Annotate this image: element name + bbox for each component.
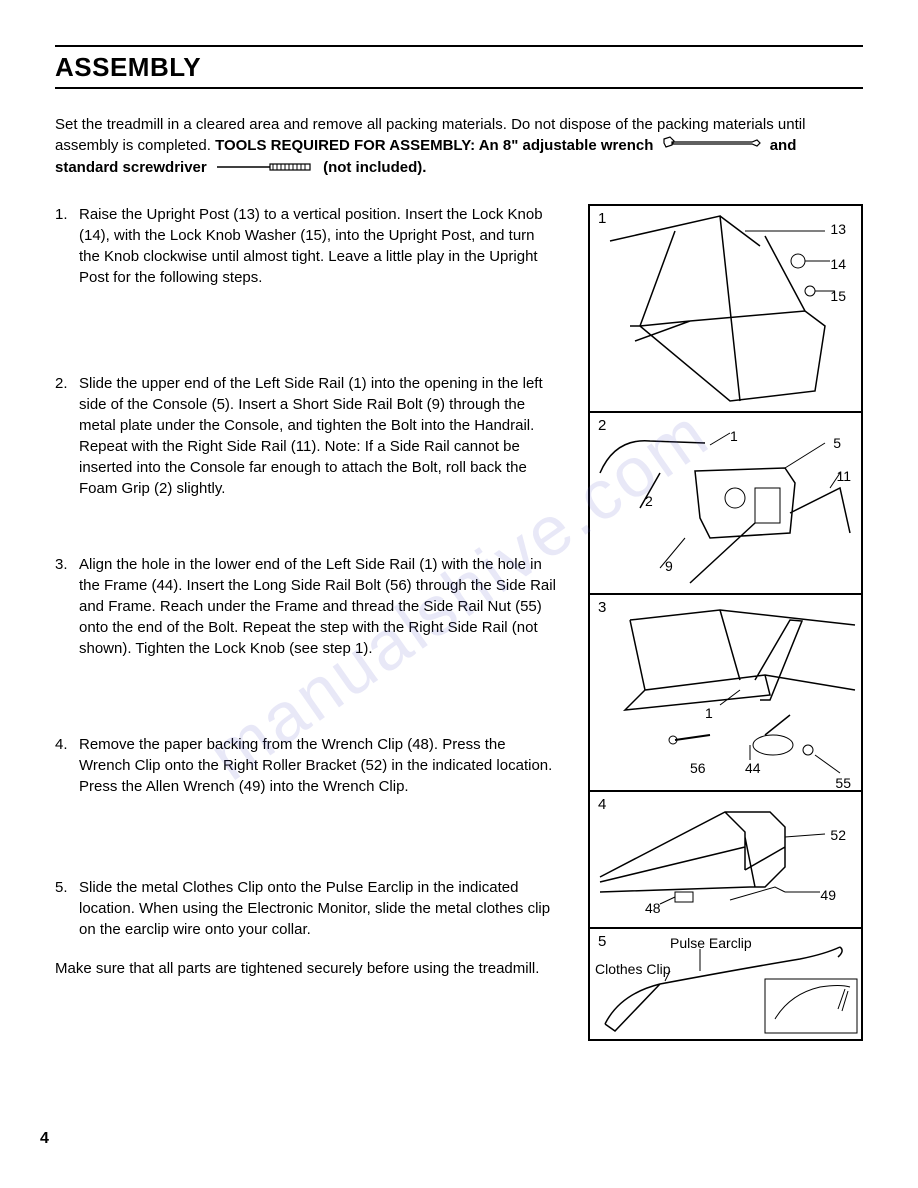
diagram-3: 3 1 56 44 55 xyxy=(588,593,863,792)
step-num: 1. xyxy=(55,204,79,288)
step-num: 3. xyxy=(55,554,79,659)
step-2: 2. Slide the upper end of the Left Side … xyxy=(55,373,558,499)
diag-label: 55 xyxy=(835,775,851,791)
wrench-icon xyxy=(662,135,762,157)
page-title: ASSEMBLY xyxy=(55,52,863,89)
step-num: 5. xyxy=(55,877,79,940)
diagram-4: 4 52 49 48 xyxy=(588,790,863,929)
step-text: Slide the upper end of the Left Side Rai… xyxy=(79,373,558,499)
diag-label: 14 xyxy=(830,256,846,272)
screwdriver-icon xyxy=(215,158,315,179)
step-text: Remove the paper backing from the Wrench… xyxy=(79,734,558,797)
diag-label: 1 xyxy=(730,428,738,444)
step-text: Slide the metal Clothes Clip onto the Pu… xyxy=(79,877,558,940)
diag-label: 9 xyxy=(665,558,673,574)
step-text: Align the hole in the lower end of the L… xyxy=(79,554,558,659)
diagram-1: 1 13 14 15 xyxy=(588,204,863,413)
step-4: 4. Remove the paper backing from the Wre… xyxy=(55,734,558,797)
diag-label: 52 xyxy=(830,827,846,843)
diagram-5: 5 Pulse Earclip Clothes Clip xyxy=(588,927,863,1041)
intro-bold1: TOOLS REQUIRED FOR ASSEMBLY: An 8" adjus… xyxy=(215,137,653,154)
intro-bold3: (not included). xyxy=(323,159,426,176)
step-5: 5. Slide the metal Clothes Clip onto the… xyxy=(55,877,558,940)
step-num: 2. xyxy=(55,373,79,499)
diag-label: Clothes Clip xyxy=(595,961,670,977)
diagrams-column: 1 13 14 15 2 xyxy=(588,204,863,1039)
diag-label: 48 xyxy=(645,900,661,916)
diag-label: 44 xyxy=(745,760,761,776)
header-rule xyxy=(55,45,863,47)
diag-label: Pulse Earclip xyxy=(670,935,752,951)
diag-label: 1 xyxy=(705,705,713,721)
step-3: 3. Align the hole in the lower end of th… xyxy=(55,554,558,659)
intro-paragraph: Set the treadmill in a cleared area and … xyxy=(55,114,863,179)
diag-label: 2 xyxy=(645,493,653,509)
diag-label: 5 xyxy=(833,435,841,451)
diag-label: 49 xyxy=(820,887,836,903)
step-num: 4. xyxy=(55,734,79,797)
diagram-2: 2 1 5 11 2 9 xyxy=(588,411,863,595)
diag-label: 15 xyxy=(830,288,846,304)
steps-column: 1. Raise the Upright Post (13) to a vert… xyxy=(55,204,563,1039)
page-number: 4 xyxy=(40,1130,49,1148)
final-note: Make sure that all parts are tightened s… xyxy=(55,958,558,979)
diag-label: 13 xyxy=(830,221,846,237)
diag-label: 11 xyxy=(836,468,851,484)
step-text: Raise the Upright Post (13) to a vertica… xyxy=(79,204,558,288)
step-1: 1. Raise the Upright Post (13) to a vert… xyxy=(55,204,558,288)
diag-label: 56 xyxy=(690,760,706,776)
